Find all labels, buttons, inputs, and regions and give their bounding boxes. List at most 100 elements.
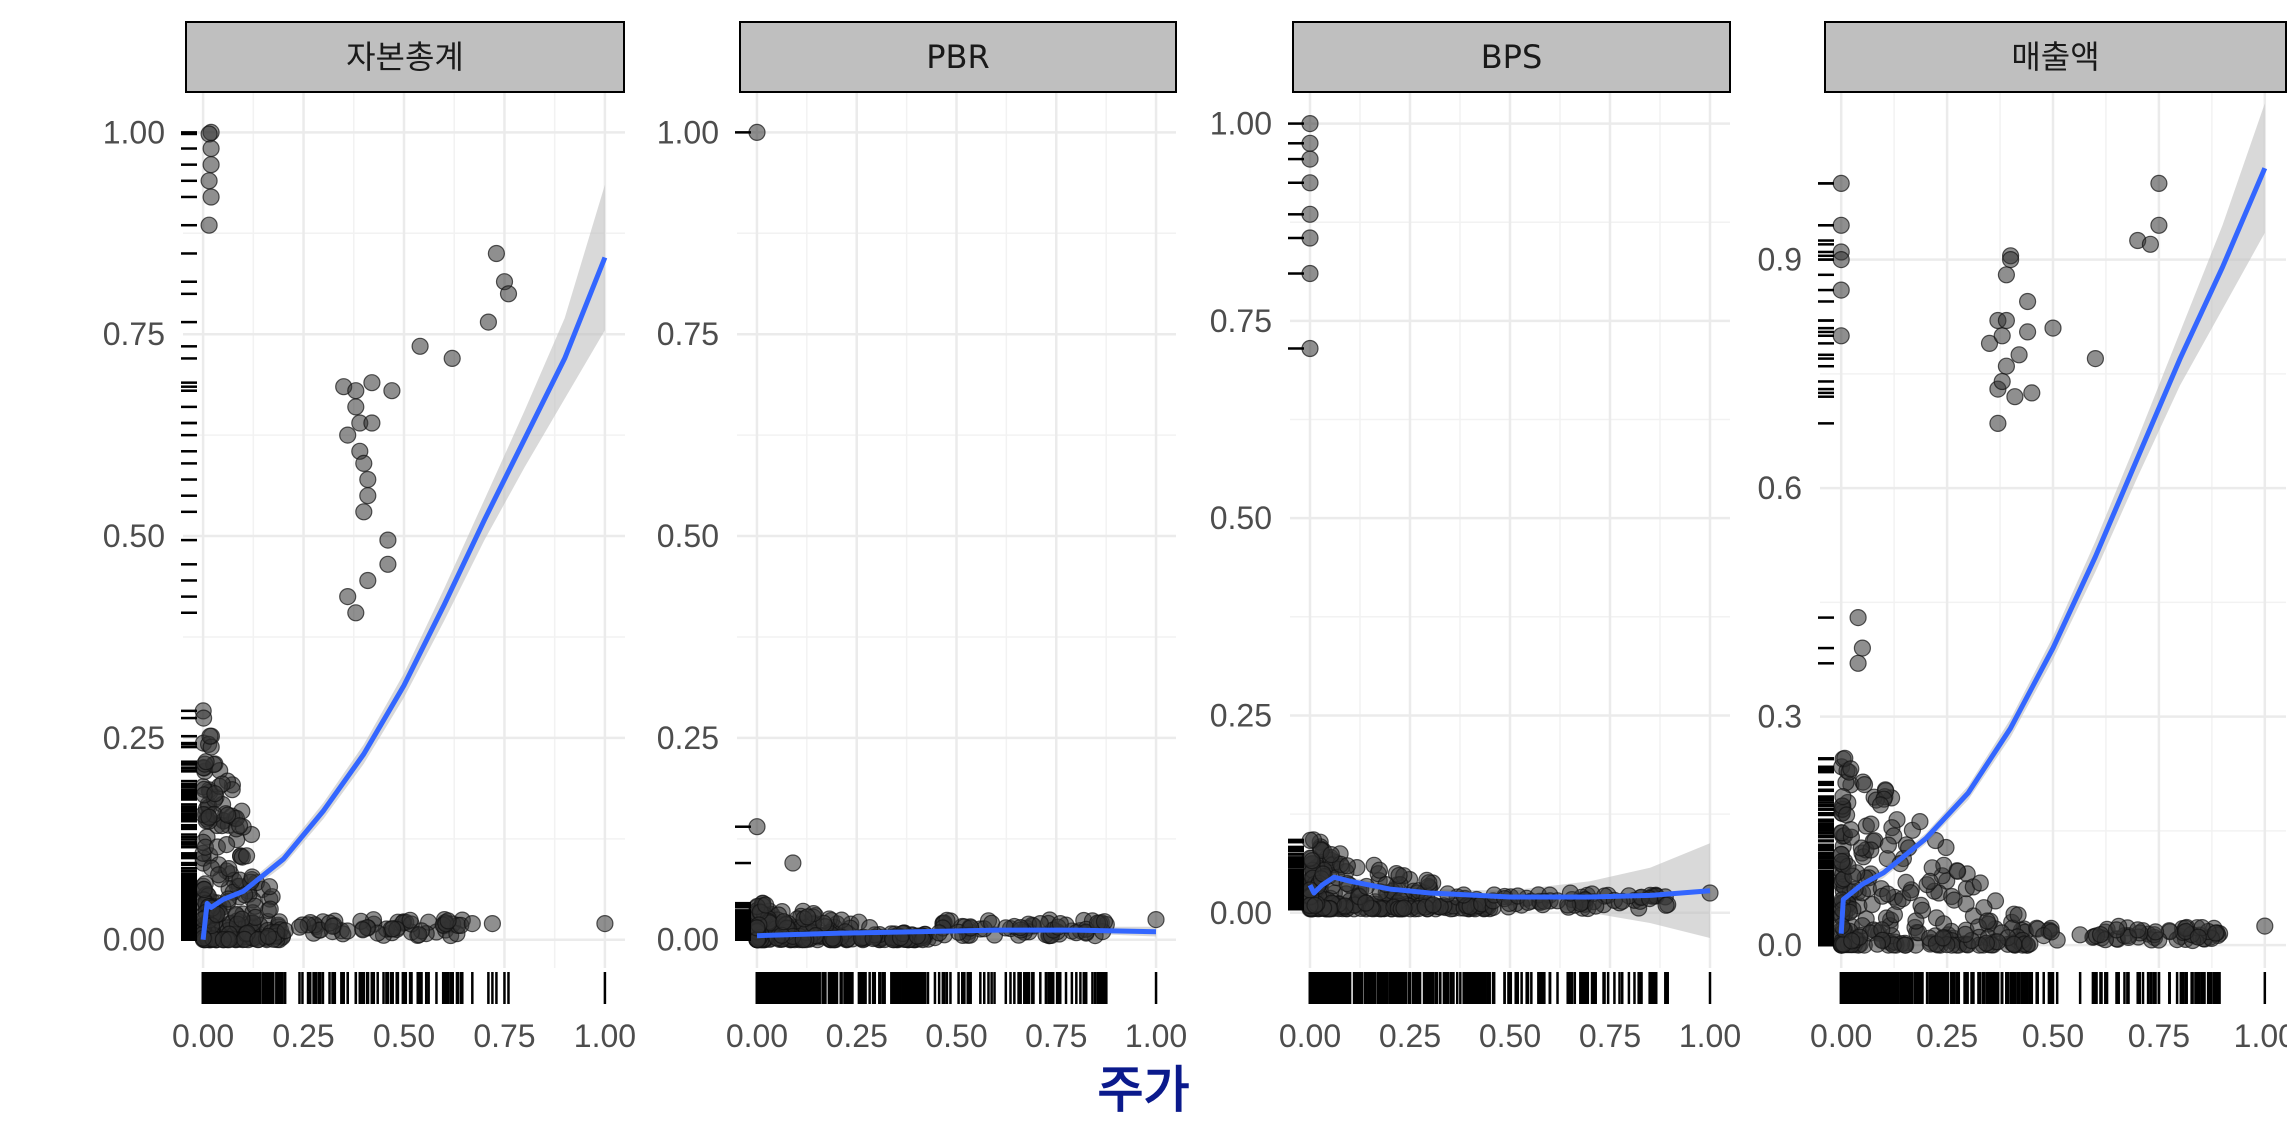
y-tick-label: 0.00	[1210, 895, 1272, 931]
data-point	[2044, 319, 2062, 337]
data-point	[1997, 266, 2016, 284]
data-point	[1980, 334, 1999, 352]
y-tick-label: 0.75	[103, 316, 165, 352]
data-point	[1301, 150, 1319, 168]
data-point	[775, 913, 793, 931]
data-point	[2005, 935, 2023, 953]
data-point	[1147, 910, 1165, 929]
data-point	[2091, 925, 2110, 944]
data-point	[202, 188, 220, 206]
data-point	[2009, 906, 2027, 924]
data-point	[1855, 775, 1874, 794]
data-point	[1832, 251, 1850, 269]
data-point	[2150, 174, 2168, 192]
data-point	[1336, 897, 1354, 915]
x-tick-label: 0.50	[2022, 1018, 2084, 1054]
data-point	[260, 878, 279, 896]
x-tick-label: 0.75	[473, 1018, 535, 1054]
data-point	[1832, 327, 1850, 345]
data-point	[383, 382, 401, 400]
data-point	[359, 571, 377, 590]
data-point	[1934, 929, 1952, 947]
data-point	[1997, 311, 2016, 330]
y-tick-label: 1.00	[1210, 106, 1272, 142]
data-point	[1871, 796, 1890, 814]
facet-strip	[185, 21, 625, 93]
data-point	[784, 854, 802, 872]
data-point	[1948, 862, 1967, 880]
x-tick-label: 0.50	[373, 1018, 435, 1054]
x-tick-label: 1.00	[574, 1018, 636, 1054]
data-point	[359, 470, 377, 489]
data-point	[1853, 639, 1872, 657]
data-point	[1301, 205, 1319, 223]
data-point	[1971, 874, 1989, 892]
data-point	[218, 835, 236, 854]
data-point	[401, 911, 419, 929]
data-point	[1896, 936, 1914, 954]
y-tick-label: 0.50	[103, 518, 165, 554]
y-tick-label: 0.00	[103, 922, 165, 958]
y-tick-label: 0.25	[657, 720, 719, 756]
panel-1: 자본총계 0.00 0.25 0.50 0.75 1.00 0.00 0.25 0.50 0.75…	[103, 21, 636, 1054]
panel-2: PBR 0.00 0.25 0.50 0.75 1.00 0.00 0.25 0.50 0.75 1…	[657, 21, 1187, 1054]
data-point	[1322, 845, 1340, 864]
data-point	[410, 926, 428, 944]
facet-strip	[1824, 21, 2287, 93]
y-tick-label: 0.6	[1758, 470, 1802, 506]
x-tick-label: 0.75	[2128, 1018, 2190, 1054]
data-point	[276, 922, 294, 940]
data-point	[2189, 928, 2207, 946]
data-point	[1843, 932, 1861, 950]
data-point	[195, 709, 213, 727]
data-point	[483, 914, 501, 933]
facet-strip	[739, 21, 1177, 93]
smooth-line	[756, 927, 1157, 939]
data-point	[1879, 836, 1898, 854]
y-tick-label: 1.00	[657, 114, 719, 150]
data-point	[1301, 831, 1319, 850]
x-tick-label: 1.00	[2234, 1018, 2287, 1054]
data-point	[2147, 923, 2165, 941]
data-point	[1301, 264, 1319, 283]
data-point	[1907, 912, 1925, 930]
data-point	[757, 896, 775, 914]
data-point	[201, 727, 219, 745]
data-point	[1832, 216, 1850, 234]
data-point	[2018, 323, 2037, 341]
data-point	[2086, 350, 2104, 368]
data-point	[339, 426, 357, 444]
data-point	[347, 382, 365, 400]
data-point	[748, 123, 766, 141]
data-point	[1370, 861, 1389, 879]
data-point	[354, 921, 372, 939]
data-point	[347, 398, 365, 416]
data-point	[411, 337, 429, 355]
data-point	[355, 503, 373, 521]
data-point	[200, 125, 218, 143]
data-point	[200, 808, 218, 826]
facet-strip	[1292, 21, 1731, 93]
data-point	[324, 917, 342, 935]
data-point	[1977, 934, 1996, 952]
facet-strip-label: PBR	[926, 38, 989, 76]
data-point	[220, 931, 238, 949]
y-tick-label: 0.9	[1758, 242, 1802, 278]
data-point	[1842, 820, 1860, 839]
data-point	[2071, 926, 2089, 944]
data-point	[2006, 388, 2024, 406]
data-point	[962, 919, 980, 937]
data-point	[220, 859, 238, 878]
data-point	[261, 900, 279, 918]
data-point	[2107, 921, 2126, 939]
data-point	[2010, 346, 2028, 364]
data-point	[798, 908, 817, 926]
data-point	[2207, 924, 2225, 942]
smooth-line	[1307, 874, 1711, 900]
data-point	[1885, 906, 1904, 924]
y-tick-label: 1.00	[103, 114, 165, 150]
data-point	[1301, 134, 1319, 152]
y-tick-label: 0.50	[657, 518, 719, 554]
data-point	[363, 414, 381, 432]
data-point	[1956, 925, 1974, 944]
